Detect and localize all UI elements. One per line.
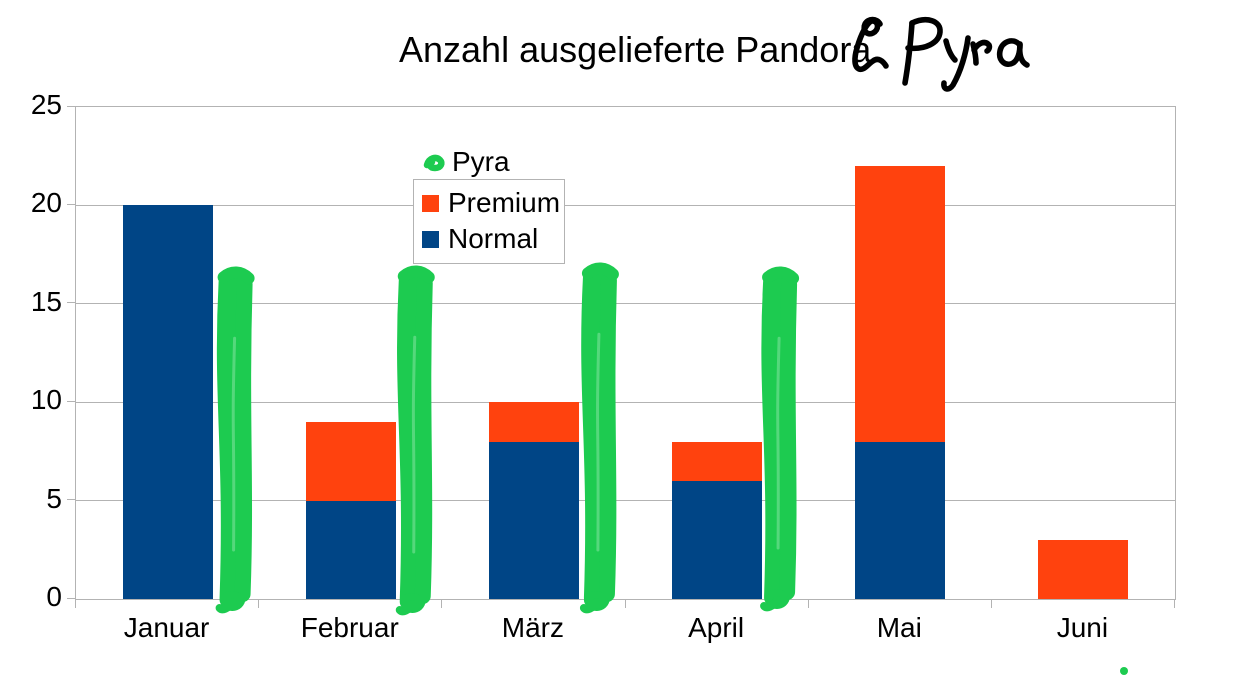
legend-item-premium: Premium xyxy=(414,185,564,221)
x-axis-tick xyxy=(990,599,992,608)
letter-y-left xyxy=(943,38,958,63)
x-axis-tick xyxy=(258,599,260,608)
bar-februar-premium xyxy=(305,421,396,501)
ampersand-stroke xyxy=(852,16,889,73)
x-axis-tick xyxy=(75,599,76,608)
x-axis-label-2: Februar xyxy=(300,612,399,643)
x-axis-tick xyxy=(624,599,626,608)
x-axis-label-3: März xyxy=(501,612,565,643)
plot-area xyxy=(75,106,1176,600)
chart-title: Anzahl ausgelieferte Pandora xyxy=(399,29,872,70)
bar-april-normal xyxy=(672,480,763,599)
y-axis-tick xyxy=(67,597,75,599)
letter-a-tail xyxy=(1016,41,1030,68)
y-axis-tick xyxy=(67,400,75,402)
handwritten-title-annotation xyxy=(852,16,1030,92)
y-axis-tick xyxy=(67,203,75,205)
bar-januar-normal xyxy=(122,205,213,599)
x-axis-tick xyxy=(441,599,443,608)
y-axis-label: 0 xyxy=(46,581,62,612)
legend-swatch-premium xyxy=(422,194,439,212)
gridline-y20 xyxy=(76,204,1175,206)
gridline-y5 xyxy=(76,500,1175,502)
x-axis-label-4: April xyxy=(688,612,745,643)
gridline-y15 xyxy=(76,303,1175,305)
y-axis-label: 15 xyxy=(30,285,62,317)
bar-mai-premium xyxy=(855,166,946,442)
y-axis-label: 20 xyxy=(30,187,62,219)
legend-label-premium: Premium xyxy=(448,187,561,218)
bar-mai-normal xyxy=(855,441,946,599)
bar-april-premium xyxy=(672,441,763,481)
legend: Pyra Premium Normal xyxy=(413,148,565,264)
letter-P-stem xyxy=(902,20,915,86)
x-axis-tick xyxy=(807,599,809,608)
y-axis-label: 5 xyxy=(46,482,62,514)
legend-label-pyra: Pyra xyxy=(452,146,510,177)
letter-P-bowl xyxy=(905,17,943,52)
bar-februar-normal xyxy=(305,500,396,599)
legend-swatch-normal xyxy=(422,230,439,248)
letter-r-arch xyxy=(971,39,993,54)
legend-label-normal: Normal xyxy=(448,223,539,254)
bar-märz-normal xyxy=(488,441,579,599)
x-axis-label-1: Januar xyxy=(123,612,210,643)
bar-märz-premium xyxy=(488,402,579,442)
y-axis-label: 25 xyxy=(30,89,62,120)
bar-juni-premium xyxy=(1038,539,1129,599)
letter-y-tail xyxy=(941,35,971,92)
y-axis-label: 10 xyxy=(30,384,62,416)
y-axis-tick xyxy=(67,302,75,304)
gridline-y10 xyxy=(76,401,1175,403)
legend-box: Premium Normal xyxy=(413,179,565,264)
x-axis-label-6: Juni xyxy=(1056,612,1109,643)
stray-green-dot xyxy=(1120,667,1128,675)
letter-a-bowl xyxy=(996,38,1023,68)
x-axis-label-5: Mai xyxy=(876,612,922,643)
x-axis-tick xyxy=(1174,599,1175,608)
legend-item-normal: Normal xyxy=(414,221,564,257)
green-scribble-icon xyxy=(423,154,445,172)
y-axis-tick xyxy=(67,499,75,501)
y-axis-tick xyxy=(67,105,75,107)
legend-item-pyra: Pyra xyxy=(423,148,565,176)
